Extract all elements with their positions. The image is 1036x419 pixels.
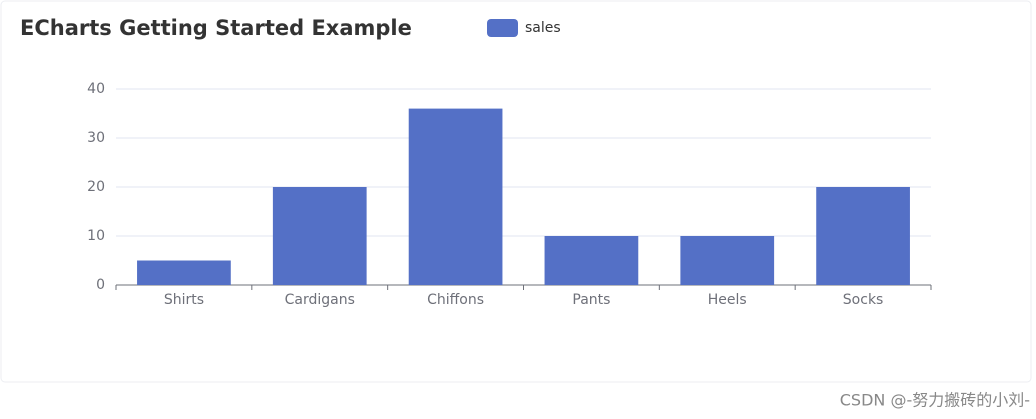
y-tick-label: 10 xyxy=(87,228,105,244)
bar xyxy=(816,187,910,285)
x-tick-label: Shirts xyxy=(164,292,204,308)
x-tick-label: Socks xyxy=(843,292,884,308)
x-tick-label: Chiffons xyxy=(427,292,484,308)
x-tick-label: Pants xyxy=(572,292,610,308)
watermark: CSDN @-努力搬砖的小刘- xyxy=(840,391,1030,410)
y-tick-label: 0 xyxy=(96,277,105,293)
y-tick-label: 20 xyxy=(87,179,105,195)
chart-title: ECharts Getting Started Example xyxy=(20,16,412,40)
y-tick-label: 30 xyxy=(87,130,105,146)
legend-label: sales xyxy=(525,20,561,36)
bar xyxy=(408,108,503,285)
bar xyxy=(544,236,639,285)
bar xyxy=(272,187,367,285)
x-tick-label: Cardigans xyxy=(285,292,355,308)
bar xyxy=(680,236,775,285)
x-tick-label: Heels xyxy=(708,292,747,308)
legend-swatch xyxy=(487,19,518,37)
bar xyxy=(137,260,231,285)
card xyxy=(0,0,1032,383)
y-tick-label: 40 xyxy=(87,81,105,97)
